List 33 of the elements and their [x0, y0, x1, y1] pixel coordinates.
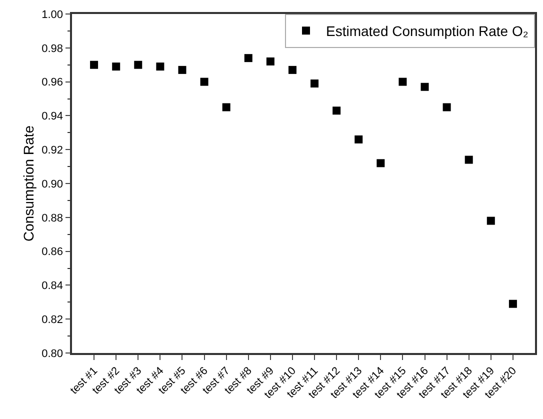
y-tick-label: 0.94 — [42, 110, 64, 123]
point — [178, 66, 186, 74]
y-tick-label: 1.00 — [42, 8, 64, 21]
point — [90, 60, 98, 69]
y-tick-label: 0.88 — [42, 212, 64, 224]
point — [266, 57, 274, 66]
point — [486, 216, 495, 225]
point — [112, 62, 120, 71]
point — [332, 106, 341, 115]
y-tick-label: 0.92 — [42, 144, 64, 156]
point — [134, 60, 142, 69]
y-tick-label: 0.86 — [42, 246, 64, 258]
y-tick-label: 0.80 — [42, 348, 64, 360]
point — [310, 80, 319, 88]
y-tick-label: 0.84 — [42, 280, 64, 292]
point — [200, 78, 208, 86]
point — [398, 78, 407, 86]
y-tick-label: 0.98 — [42, 42, 64, 55]
point — [420, 82, 429, 91]
point — [156, 62, 164, 71]
point — [244, 54, 252, 62]
point — [508, 300, 517, 308]
y-tick-label: 0.96 — [42, 76, 64, 89]
point — [222, 103, 230, 112]
point — [376, 159, 385, 168]
point — [354, 135, 363, 144]
y-tick-label: 0.90 — [42, 178, 64, 190]
point — [464, 156, 473, 164]
y-axis-title: Consumption Rate — [20, 125, 36, 242]
point — [288, 66, 296, 74]
legend-label: Estimated Consumption Rate O₂ — [326, 23, 528, 40]
y-tick-label: 0.82 — [42, 314, 64, 326]
point — [442, 103, 451, 112]
